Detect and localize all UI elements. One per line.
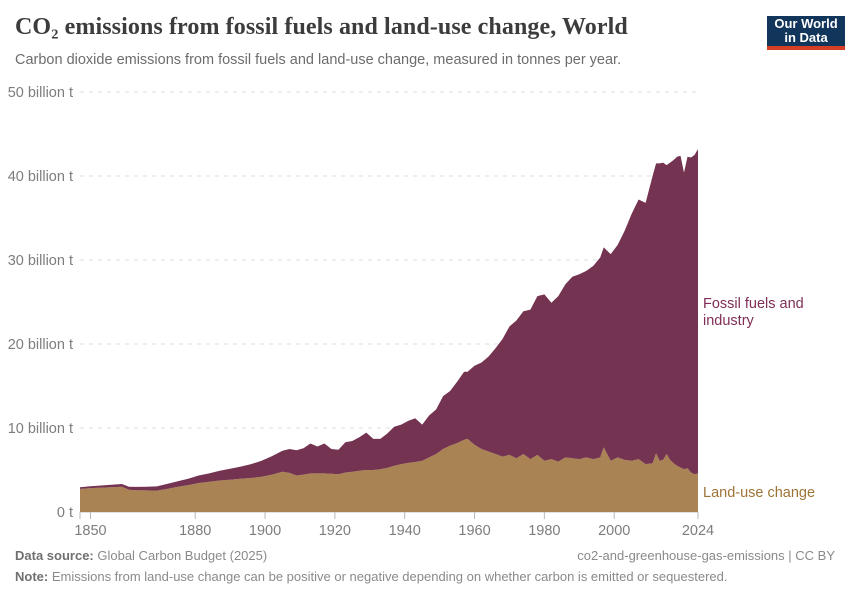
series-label-fossil: Fossil fuels and industry bbox=[703, 296, 833, 330]
x-axis-tick-label: 1880 bbox=[179, 523, 211, 539]
series-label-landuse: Land-use change bbox=[703, 485, 816, 501]
x-axis-tick-label: 2024 bbox=[682, 523, 714, 539]
data-source-line: Data source: Global Carbon Budget (2025) bbox=[15, 548, 267, 563]
x-axis-tick-label: 1940 bbox=[389, 523, 421, 539]
x-axis-tick-label: 1850 bbox=[74, 523, 106, 539]
note-label: Note: bbox=[15, 569, 49, 584]
x-axis-tick-label: 1960 bbox=[458, 523, 490, 539]
note-value: Emissions from land-use change can be po… bbox=[48, 569, 728, 584]
y-axis-tick-label: 20 billion t bbox=[8, 337, 73, 353]
data-source-value: Global Carbon Budget (2025) bbox=[93, 548, 268, 563]
page-title: CO₂ emissions from fossil fuels and land… bbox=[15, 14, 628, 40]
note-line: Note: Emissions from land-use change can… bbox=[15, 569, 728, 584]
data-source-label: Data source: bbox=[15, 548, 94, 563]
area-fossil[interactable] bbox=[80, 149, 698, 491]
y-axis-tick-label: 0 t bbox=[57, 505, 73, 521]
series-label-fossil-line2: industry bbox=[703, 313, 754, 329]
x-axis-tick-label: 1900 bbox=[249, 523, 281, 539]
owid-logo-line1: Our World bbox=[774, 16, 838, 31]
y-axis-tick-label: 40 billion t bbox=[8, 169, 73, 185]
x-axis-tick-label: 2000 bbox=[598, 523, 630, 539]
attribution-link[interactable]: co2-and-greenhouse-gas-emissions | CC BY bbox=[577, 548, 835, 563]
y-axis-tick-label: 30 billion t bbox=[8, 253, 73, 269]
owid-logo-line2: in Data bbox=[784, 30, 828, 45]
chart-subtitle: Carbon dioxide emissions from fossil fue… bbox=[15, 52, 622, 68]
area-landuse[interactable] bbox=[80, 438, 698, 512]
owid-logo[interactable]: Our World in Data bbox=[767, 16, 845, 50]
stacked-area-chart[interactable]: 0 t 10 billion t 20 billion t 30 billion t 4… bbox=[0, 85, 850, 545]
series-label-fossil-line1: Fossil fuels and bbox=[703, 296, 804, 312]
y-axis-tick-label: 50 billion t bbox=[8, 85, 73, 101]
x-axis-tick-label: 1980 bbox=[528, 523, 560, 539]
x-axis-tick-label: 1920 bbox=[319, 523, 351, 539]
y-axis-tick-label: 10 billion t bbox=[8, 421, 73, 437]
